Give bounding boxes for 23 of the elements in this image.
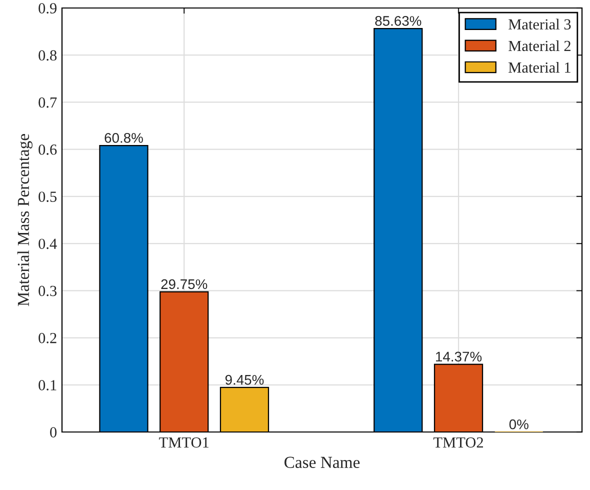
y-tick-label: 0	[50, 427, 57, 438]
x-axis-title: Case Name	[284, 456, 360, 468]
legend-label: Material 1	[508, 62, 570, 73]
y-tick-label: 0.4	[38, 238, 57, 250]
data-label: 9.45%	[225, 374, 264, 385]
data-label: 0%	[509, 419, 528, 430]
data-label: 85.63%	[375, 16, 422, 26]
legend-label: Material 3	[508, 18, 571, 30]
y-tick-label: 0.8	[38, 50, 57, 61]
y-tick-label: 0.6	[38, 144, 57, 155]
legend-label: Material 2	[508, 40, 570, 52]
y-tick-label: 0.7	[38, 97, 57, 108]
x-tick-label: TMTO1	[159, 437, 209, 448]
data-label: 14.37%	[436, 352, 482, 362]
y-tick-label: 0.1	[38, 380, 56, 390]
y-tick-label: 0.9	[38, 3, 57, 14]
data-label: 60.8%	[104, 132, 143, 143]
data-label: 29.75%	[161, 279, 208, 290]
y-tick-label: 0.2	[38, 332, 56, 344]
x-tick-label: TMTO2	[433, 437, 483, 448]
y-axis-title: Material Mass Percentage	[17, 134, 32, 306]
y-tick-label: 0.3	[38, 286, 57, 296]
y-tick-label: 0.5	[38, 192, 57, 202]
